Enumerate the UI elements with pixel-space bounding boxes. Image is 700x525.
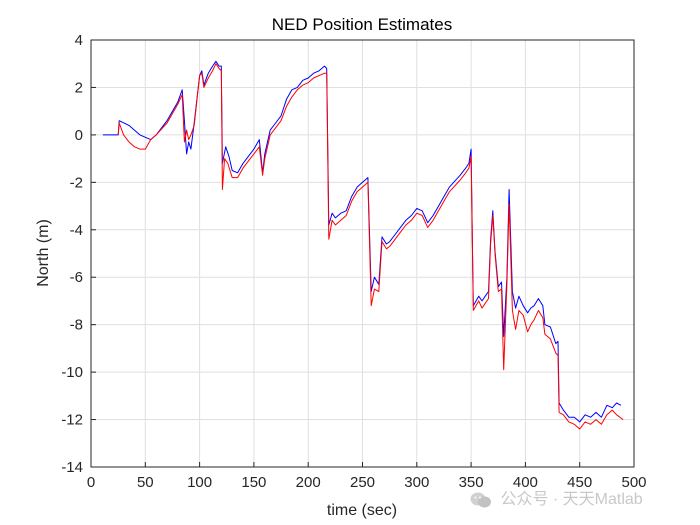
x-tick-label: 100 — [187, 474, 212, 491]
y-tick-label: 4 — [75, 32, 83, 49]
series-layer — [102, 60, 624, 430]
watermark: 公众号 · 天天Matlab — [470, 485, 643, 509]
axis-ticks: 0 50 100 150 200 250 300 350 400 450 500 4 2 0 -2 -4 -6 -… — [61, 32, 646, 491]
x-tick-label: 50 — [137, 474, 154, 491]
y-tick-label: -10 — [61, 364, 83, 381]
x-tick-label: 450 — [567, 474, 592, 491]
watermark-text: 公众号 · 天天Matlab — [500, 491, 643, 508]
y-tick-label: 0 — [75, 127, 83, 144]
y-axis-label: North (m) — [35, 219, 52, 287]
x-tick-label: 300 — [404, 474, 429, 491]
x-axis-label: time (sec) — [327, 502, 397, 519]
y-tick-label: -6 — [70, 269, 83, 286]
y-tick-label: 2 — [75, 79, 83, 96]
x-tick-label: 250 — [350, 474, 375, 491]
x-tick-label: 150 — [241, 474, 266, 491]
x-tick-label: 200 — [296, 474, 321, 491]
x-tick-label: 350 — [459, 474, 484, 491]
y-tick-label: -2 — [70, 174, 83, 191]
y-tick-label: -4 — [70, 222, 83, 239]
x-tick-label: 400 — [513, 474, 538, 491]
chart-title: NED Position Estimates — [272, 15, 452, 34]
y-tick-label: -14 — [61, 459, 83, 476]
x-tick-label: 0 — [87, 474, 95, 491]
series-line-2 — [117, 63, 624, 430]
x-tick-label: 500 — [621, 474, 646, 491]
wechat-icon — [470, 491, 492, 509]
y-tick-label: -12 — [61, 412, 83, 429]
y-tick-label: -8 — [70, 317, 83, 334]
